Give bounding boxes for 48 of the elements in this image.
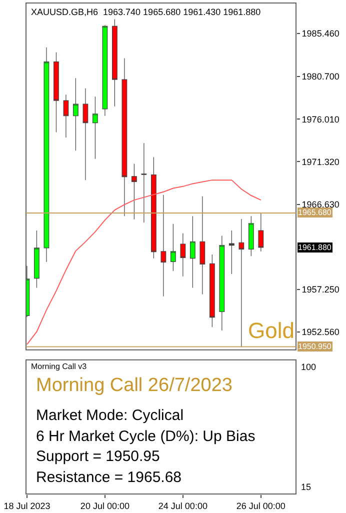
text: 1961.880 bbox=[298, 243, 332, 252]
candlestick bbox=[141, 142, 147, 223]
y-tick-label: 1971.320 bbox=[302, 156, 340, 167]
candlestick bbox=[258, 212, 264, 252]
candlestick bbox=[190, 216, 196, 288]
ref-line-label: 1965.680 bbox=[298, 208, 332, 217]
text: XAUUSD.GB,H6 1963.740 1965.680 1961.430 1961.880 bbox=[31, 7, 261, 17]
y-tick-label: 1985.460 bbox=[302, 28, 340, 38]
candlestick bbox=[228, 230, 234, 274]
candlestick bbox=[132, 163, 137, 220]
text: Morning Call 26/7/2023 bbox=[36, 375, 232, 396]
candlestick bbox=[200, 196, 206, 295]
text: Support = 1950.95 bbox=[36, 448, 160, 465]
category-label: 18 Jul 2023 bbox=[4, 500, 50, 511]
y-tick-label: 1980.700 bbox=[302, 72, 340, 82]
candlestick bbox=[112, 18, 118, 107]
candlestick bbox=[44, 47, 50, 262]
category-label: 26 Jul 00:00 bbox=[236, 500, 286, 511]
text: 15 bbox=[301, 482, 312, 492]
candlestick bbox=[180, 232, 186, 277]
candlestick bbox=[238, 218, 244, 348]
candlestick bbox=[248, 216, 254, 256]
category-label: 20 Jul 00:00 bbox=[80, 500, 130, 511]
candlestick bbox=[82, 88, 88, 180]
text: 6 Hr Market Cycle (D%): Up Bias bbox=[36, 428, 256, 445]
candlestick bbox=[54, 52, 59, 133]
annotation: Gold bbox=[248, 318, 294, 343]
candlestick bbox=[73, 78, 78, 151]
candlestick bbox=[170, 224, 176, 272]
y-tick-label: 1952.560 bbox=[302, 327, 340, 338]
candlestick bbox=[160, 194, 166, 297]
candlestick bbox=[209, 254, 215, 328]
candlestick bbox=[102, 24, 108, 116]
candlestick bbox=[151, 156, 156, 259]
ref-line-label: 1950.950 bbox=[298, 342, 332, 351]
y-tick-label: 1976.010 bbox=[302, 114, 340, 124]
text: 100 bbox=[301, 362, 316, 372]
candlestick bbox=[34, 230, 40, 288]
candlestick bbox=[122, 58, 128, 216]
text: Market Mode: Cyclical bbox=[36, 407, 184, 424]
candlestick bbox=[63, 94, 69, 138]
y-tick-label: 1957.250 bbox=[302, 284, 340, 295]
candlestick bbox=[92, 96, 98, 160]
candlestick bbox=[219, 235, 225, 331]
category-label: 24 Jul 00:00 bbox=[158, 500, 208, 511]
y-tick-label: 1966.630 bbox=[302, 199, 340, 210]
text: Morning Call v3 bbox=[31, 362, 88, 371]
text: Resistance = 1965.68 bbox=[36, 469, 182, 486]
